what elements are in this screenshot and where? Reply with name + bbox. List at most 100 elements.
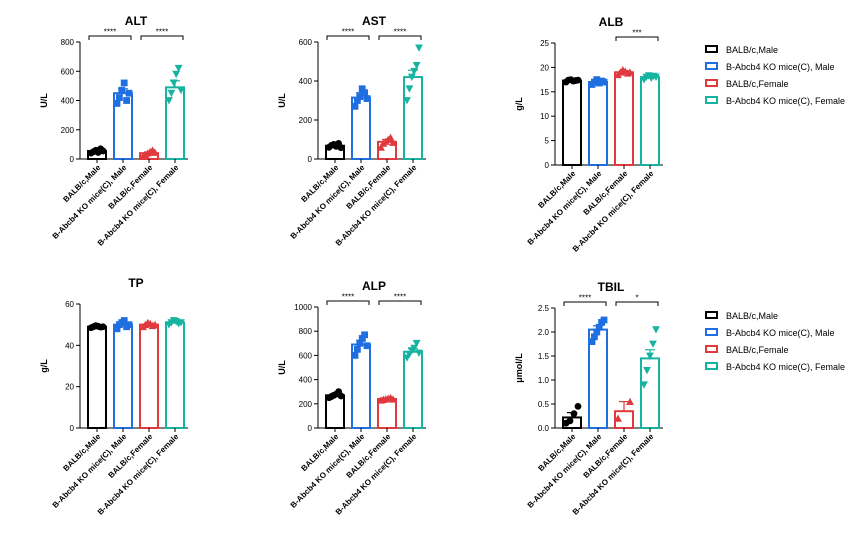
significance-label: ****: [156, 28, 168, 37]
legend-label: B-Abcb4 KO mice(C), Female: [726, 362, 845, 372]
data-point: [125, 321, 133, 329]
chart-title: TP: [128, 276, 143, 290]
data-point: [358, 85, 366, 93]
data-point: [593, 76, 601, 83]
data-point: [351, 352, 359, 359]
x-tick-label: BALB/c,Female: [582, 169, 630, 217]
legend-label: BALB/c,Female: [726, 345, 789, 355]
data-point: [358, 335, 366, 342]
legend-swatch: [705, 62, 718, 70]
significance-label: ****: [579, 294, 591, 303]
data-point: [595, 323, 603, 331]
data-point: [415, 44, 423, 52]
x-tick-label: BALB/c,Female: [582, 432, 630, 480]
y-tick-label: 0: [308, 424, 313, 433]
data-point: [405, 85, 414, 93]
y-axis-label: U/L: [277, 93, 287, 108]
significance-label: *: [635, 294, 638, 303]
data-point: [99, 147, 107, 155]
bar: [403, 76, 423, 160]
legend-swatch: [705, 345, 718, 353]
legend-label: BALB/c,Male: [726, 311, 778, 321]
chart-panel-tbil: TBIL0.00.51.01.52.02.5μmol/LBALB/c,MaleB…: [514, 280, 663, 517]
data-point: [646, 352, 654, 360]
data-point: [600, 78, 608, 86]
data-point: [123, 97, 130, 104]
data-point: [377, 143, 385, 151]
y-axis-label: U/L: [277, 360, 287, 375]
data-point: [643, 367, 651, 375]
significance-bracket: [378, 300, 422, 305]
y-tick-label: 600: [299, 351, 313, 360]
significance-label: ****: [394, 293, 406, 302]
data-point: [626, 68, 634, 76]
y-tick-label: 60: [65, 300, 74, 309]
data-point: [151, 320, 159, 329]
data-point: [337, 392, 345, 400]
y-tick-label: 1.5: [538, 352, 550, 361]
y-axis-label: g/L: [514, 97, 524, 111]
x-tick-label: BALB/c,Female: [345, 163, 393, 211]
data-point: [386, 133, 395, 141]
data-point: [151, 148, 159, 156]
chart-title: ALT: [125, 14, 148, 28]
significance-bracket: [563, 301, 607, 306]
y-tick-label: 1.0: [538, 376, 550, 385]
y-axis-label: μmol/L: [514, 353, 524, 383]
data-point: [177, 86, 185, 95]
data-point: [614, 414, 622, 422]
y-tick-label: 15: [540, 88, 549, 97]
y-tick-label: 0: [70, 155, 75, 164]
y-tick-label: 2.5: [538, 304, 550, 313]
data-point: [389, 138, 397, 146]
data-point: [652, 73, 660, 82]
y-axis-label: U/L: [39, 93, 49, 108]
data-point: [177, 319, 185, 327]
data-point: [118, 86, 126, 94]
data-point: [172, 70, 181, 79]
significance-label: ***: [632, 29, 641, 38]
data-point: [593, 328, 601, 336]
y-tick-label: 0: [70, 424, 75, 433]
chart-title: AST: [362, 14, 387, 28]
data-point: [113, 100, 121, 107]
significance-label: ****: [104, 28, 116, 37]
data-point: [125, 89, 133, 97]
legend-swatch: [705, 45, 718, 53]
y-tick-label: 0: [545, 161, 550, 170]
significance-label: ****: [342, 28, 354, 37]
y-tick-label: 5: [545, 137, 550, 146]
y-tick-label: 600: [61, 67, 75, 76]
data-point: [412, 62, 421, 70]
y-tick-label: 25: [540, 39, 549, 48]
legend-swatch: [705, 362, 718, 370]
data-point: [652, 326, 660, 334]
data-point: [113, 325, 121, 333]
y-tick-label: 0: [308, 155, 313, 164]
bar: [640, 76, 660, 166]
data-point: [566, 417, 574, 425]
data-point: [165, 97, 173, 105]
data-point: [403, 97, 411, 105]
data-point: [174, 64, 183, 73]
data-point: [591, 333, 598, 341]
x-tick-label: BALB/c,Female: [107, 163, 155, 211]
bar: [403, 350, 423, 429]
chart-title: ALB: [599, 15, 624, 29]
data-point: [410, 67, 419, 76]
bar: [588, 81, 608, 166]
legend-label: B-Abcb4 KO mice(C), Male: [726, 328, 835, 338]
bar: [614, 71, 634, 166]
data-point: [407, 73, 416, 81]
chart-title: ALP: [362, 279, 386, 293]
data-point: [356, 339, 364, 347]
data-point: [600, 316, 608, 324]
y-tick-label: 20: [65, 383, 74, 392]
data-point: [351, 102, 359, 110]
data-point: [363, 342, 371, 350]
y-tick-label: 20: [540, 63, 549, 72]
significance-bracket: [378, 35, 422, 40]
significance-label: ****: [342, 293, 354, 302]
